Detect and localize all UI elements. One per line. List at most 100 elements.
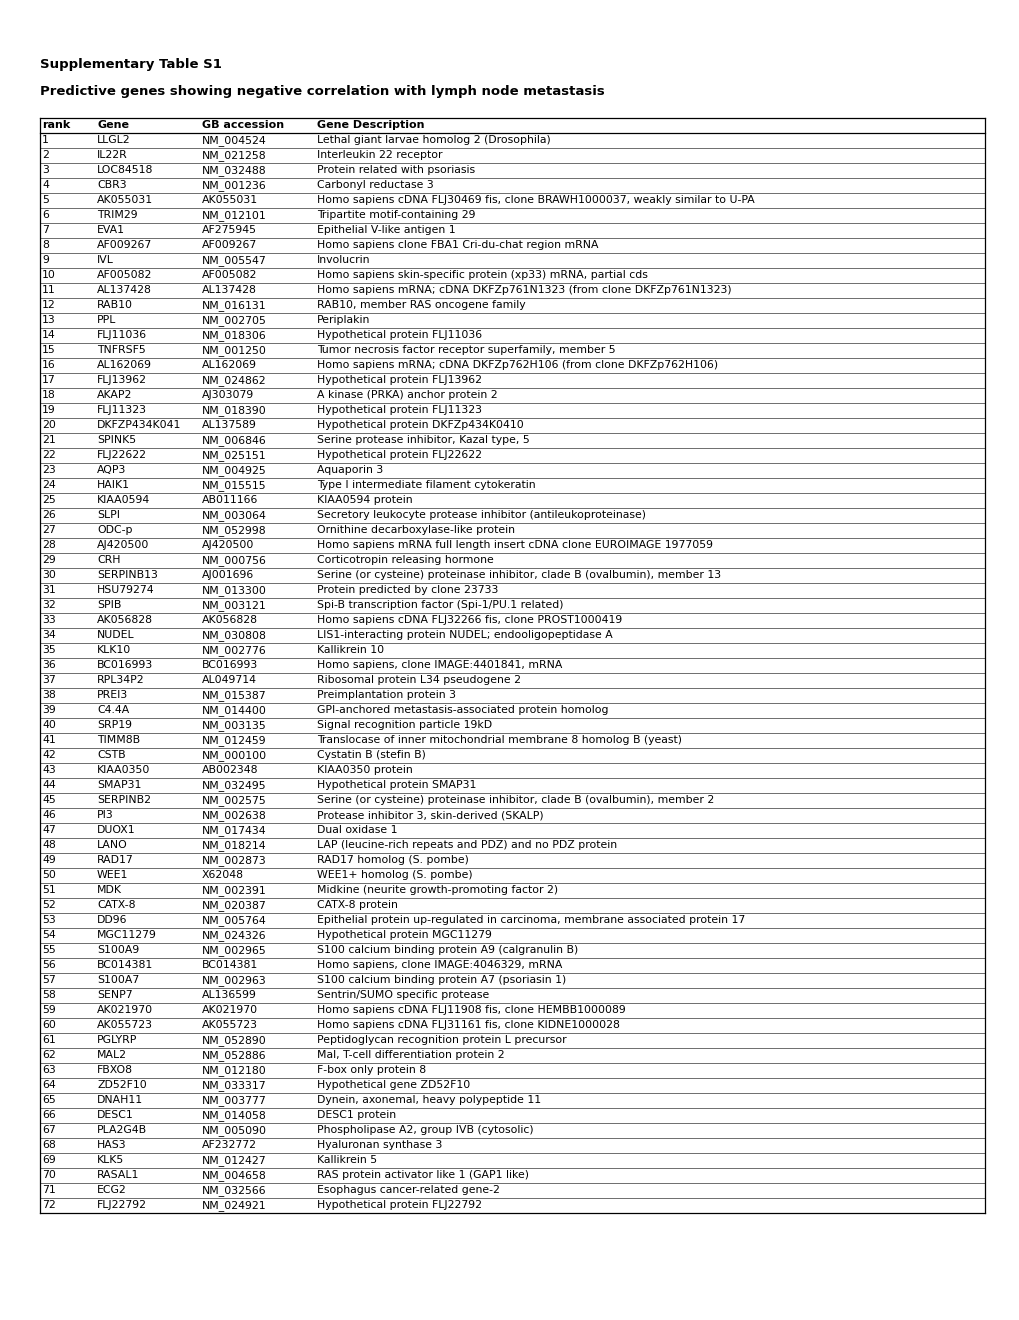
Text: NM_032495: NM_032495: [202, 780, 266, 791]
Text: 1: 1: [42, 135, 49, 145]
Text: NM_005547: NM_005547: [202, 255, 267, 265]
Text: Kallikrein 10: Kallikrein 10: [317, 645, 384, 655]
Text: NM_052998: NM_052998: [202, 525, 266, 536]
Text: DUOX1: DUOX1: [97, 825, 136, 836]
Text: 57: 57: [42, 975, 56, 985]
Text: KIAA0594: KIAA0594: [97, 495, 150, 506]
Text: CATX-8: CATX-8: [97, 900, 136, 909]
Text: Corticotropin releasing hormone: Corticotropin releasing hormone: [317, 554, 493, 565]
Text: Gene Description: Gene Description: [317, 120, 424, 129]
Text: Homo sapiens, clone IMAGE:4401841, mRNA: Homo sapiens, clone IMAGE:4401841, mRNA: [317, 660, 561, 671]
Text: TNFRSF5: TNFRSF5: [97, 345, 146, 355]
Text: NM_002963: NM_002963: [202, 975, 267, 986]
Text: S100A9: S100A9: [97, 945, 140, 954]
Text: 51: 51: [42, 884, 56, 895]
Text: KIAA0350: KIAA0350: [97, 766, 150, 775]
Text: Preimplantation protein 3: Preimplantation protein 3: [317, 690, 455, 700]
Text: BC016993: BC016993: [97, 660, 153, 671]
Text: NM_018306: NM_018306: [202, 330, 267, 341]
Text: 29: 29: [42, 554, 56, 565]
Text: S100 calcium binding protein A7 (psoriasin 1): S100 calcium binding protein A7 (psorias…: [317, 975, 566, 985]
Text: 72: 72: [42, 1200, 56, 1210]
Text: 27: 27: [42, 525, 56, 535]
Text: NM_005764: NM_005764: [202, 915, 267, 925]
Text: 60: 60: [42, 1020, 56, 1030]
Text: 10: 10: [42, 271, 56, 280]
Text: NM_052890: NM_052890: [202, 1035, 267, 1045]
Text: AL162069: AL162069: [202, 360, 257, 370]
Text: Gene: Gene: [97, 120, 128, 129]
Text: NM_004925: NM_004925: [202, 465, 267, 477]
Text: 13: 13: [42, 315, 56, 325]
Text: NM_014400: NM_014400: [202, 705, 267, 715]
Text: FLJ22622: FLJ22622: [97, 450, 147, 459]
Text: 33: 33: [42, 615, 56, 624]
Text: AK055031: AK055031: [202, 195, 258, 205]
Text: 59: 59: [42, 1005, 56, 1015]
Text: NM_024921: NM_024921: [202, 1200, 266, 1210]
Text: Hypothetical protein DKFZp434K0410: Hypothetical protein DKFZp434K0410: [317, 420, 523, 430]
Text: NM_017434: NM_017434: [202, 825, 266, 836]
Text: 21: 21: [42, 436, 56, 445]
Text: Phospholipase A2, group IVB (cytosolic): Phospholipase A2, group IVB (cytosolic): [317, 1125, 533, 1135]
Text: 55: 55: [42, 945, 56, 954]
Text: PI3: PI3: [97, 810, 114, 820]
Text: RAB10, member RAS oncogene family: RAB10, member RAS oncogene family: [317, 300, 525, 310]
Text: CATX-8 protein: CATX-8 protein: [317, 900, 397, 909]
Text: 46: 46: [42, 810, 56, 820]
Text: SPINK5: SPINK5: [97, 436, 136, 445]
Text: 50: 50: [42, 870, 56, 880]
Text: KLK10: KLK10: [97, 645, 131, 655]
Text: Interleukin 22 receptor: Interleukin 22 receptor: [317, 150, 442, 160]
Text: PREI3: PREI3: [97, 690, 128, 700]
Text: AF009267: AF009267: [97, 240, 152, 249]
Text: KLK5: KLK5: [97, 1155, 124, 1166]
Text: SENP7: SENP7: [97, 990, 132, 1001]
Text: AB011166: AB011166: [202, 495, 258, 506]
Text: Homo sapiens, clone IMAGE:4046329, mRNA: Homo sapiens, clone IMAGE:4046329, mRNA: [317, 960, 561, 970]
Text: Secretory leukocyte protease inhibitor (antileukoproteinase): Secretory leukocyte protease inhibitor (…: [317, 510, 645, 520]
Text: F-box only protein 8: F-box only protein 8: [317, 1065, 426, 1074]
Text: DESC1: DESC1: [97, 1110, 133, 1119]
Text: 3: 3: [42, 165, 49, 176]
Text: Peptidoglycan recognition protein L precursor: Peptidoglycan recognition protein L prec…: [317, 1035, 567, 1045]
Text: MAL2: MAL2: [97, 1049, 127, 1060]
Text: 36: 36: [42, 660, 56, 671]
Text: Hypothetical gene ZD52F10: Hypothetical gene ZD52F10: [317, 1080, 470, 1090]
Text: AK055723: AK055723: [97, 1020, 153, 1030]
Text: NM_016131: NM_016131: [202, 300, 266, 312]
Text: Hypothetical protein FLJ11036: Hypothetical protein FLJ11036: [317, 330, 482, 341]
Text: NM_032488: NM_032488: [202, 165, 266, 176]
Text: NUDEL: NUDEL: [97, 630, 135, 640]
Text: Protein related with psoriasis: Protein related with psoriasis: [317, 165, 475, 176]
Text: Homo sapiens mRNA; cDNA DKFZp762H106 (from clone DKFZp762H106): Homo sapiens mRNA; cDNA DKFZp762H106 (fr…: [317, 360, 717, 370]
Text: 64: 64: [42, 1080, 56, 1090]
Text: Kallikrein 5: Kallikrein 5: [317, 1155, 377, 1166]
Text: SERPINB13: SERPINB13: [97, 570, 158, 579]
Text: Hypothetical protein FLJ22792: Hypothetical protein FLJ22792: [317, 1200, 482, 1210]
Text: FLJ11036: FLJ11036: [97, 330, 147, 341]
Text: ODC-p: ODC-p: [97, 525, 132, 535]
Text: FBXO8: FBXO8: [97, 1065, 132, 1074]
Text: NM_052886: NM_052886: [202, 1049, 266, 1061]
Text: NM_015387: NM_015387: [202, 690, 266, 701]
Text: 23: 23: [42, 465, 56, 475]
Text: Dual oxidase 1: Dual oxidase 1: [317, 825, 397, 836]
Text: LIS1-interacting protein NUDEL; endooligopeptidase A: LIS1-interacting protein NUDEL; endoolig…: [317, 630, 612, 640]
Text: NM_002391: NM_002391: [202, 884, 267, 896]
Text: 17: 17: [42, 375, 56, 385]
Text: BC016993: BC016993: [202, 660, 258, 671]
Text: Cystatin B (stefin B): Cystatin B (stefin B): [317, 750, 426, 760]
Text: IVL: IVL: [97, 255, 114, 265]
Text: 62: 62: [42, 1049, 56, 1060]
Text: NM_004524: NM_004524: [202, 135, 267, 147]
Text: EVA1: EVA1: [97, 224, 125, 235]
Text: RAB10: RAB10: [97, 300, 132, 310]
Text: 32: 32: [42, 601, 56, 610]
Text: Protease inhibitor 3, skin-derived (SKALP): Protease inhibitor 3, skin-derived (SKAL…: [317, 810, 543, 820]
Text: Supplementary Table S1: Supplementary Table S1: [40, 58, 222, 71]
Text: AK055723: AK055723: [202, 1020, 258, 1030]
Text: Tripartite motif-containing 29: Tripartite motif-containing 29: [317, 210, 475, 220]
Text: TRIM29: TRIM29: [97, 210, 138, 220]
Text: 42: 42: [42, 750, 56, 760]
